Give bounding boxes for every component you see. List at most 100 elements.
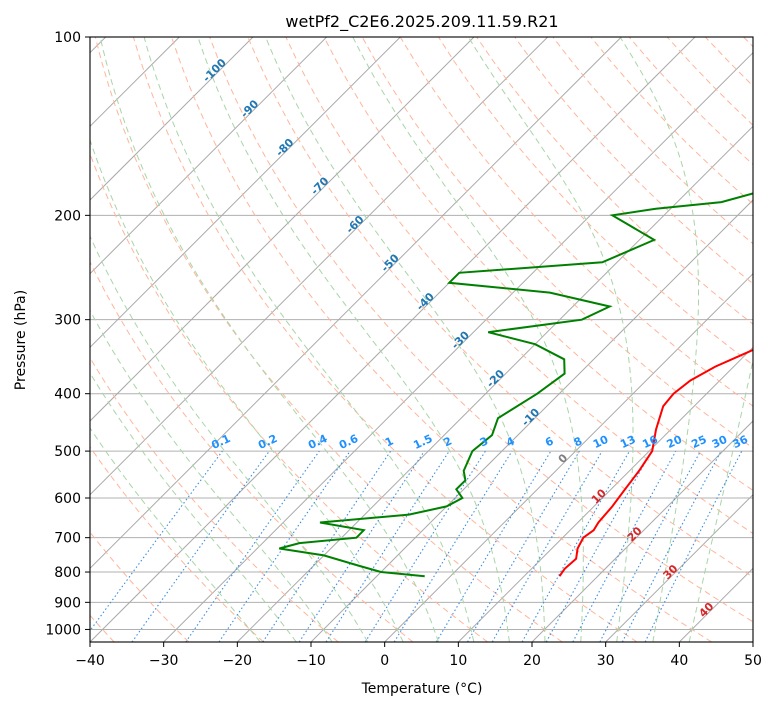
- isotherm-line: [236, 125, 753, 642]
- profile-lines: [279, 192, 753, 578]
- isotherm-line: [531, 420, 753, 642]
- mixing-ratio-line: [644, 450, 743, 642]
- y-tick-label: 700: [54, 531, 81, 547]
- mixing-ratio-label: 0.1: [209, 432, 232, 452]
- moist-adiabat: [619, 37, 699, 642]
- moist-adiabat: [352, 37, 584, 642]
- moist-adiabat: [143, 37, 475, 642]
- isotherm-line: [90, 37, 254, 201]
- isotherm-label: -80: [273, 136, 296, 159]
- isotherm-label: -50: [379, 251, 402, 274]
- isotherm-line: [90, 37, 475, 422]
- isotherm-line: [90, 37, 696, 642]
- mixing-ratio-label: 10: [591, 433, 611, 451]
- dry-adiabat: [552, 37, 753, 245]
- mixing-ratio-label: 16: [640, 433, 660, 451]
- moist-adiabat: [99, 37, 439, 642]
- dry-adiabat: [666, 37, 753, 126]
- isotherm-line: [752, 641, 753, 642]
- y-tick-label: 600: [54, 491, 81, 507]
- isotherm-label: -90: [238, 97, 261, 120]
- isotherm-label: -60: [343, 213, 366, 236]
- isotherm-line: [384, 272, 753, 642]
- theta-e-label: 10: [589, 486, 609, 506]
- x-tick-label: 50: [744, 653, 762, 669]
- x-tick-label: 0: [380, 653, 389, 669]
- mixing-ratio-line: [185, 450, 320, 642]
- y-axis-label: Pressure (hPa): [13, 290, 29, 390]
- y-tick-label: 200: [54, 208, 81, 224]
- isotherm-label: -40: [414, 290, 437, 313]
- isotherm-line: [678, 567, 753, 642]
- mixing-ratio-label: 0.4: [306, 432, 329, 452]
- dry-adiabat: [90, 152, 488, 642]
- mixing-ratio-line: [364, 450, 486, 642]
- plot-frame: [89, 36, 754, 643]
- isotherm-line: [90, 37, 549, 496]
- x-tick-label: −20: [223, 653, 253, 669]
- mixing-ratio-line: [262, 450, 392, 642]
- y-tick-label: 500: [54, 444, 81, 460]
- mixing-ratio-label: 6: [543, 434, 556, 449]
- x-tick-label: −30: [149, 653, 179, 669]
- dry-adiabat: [247, 37, 753, 578]
- mixing-ratio-label: 1: [383, 434, 395, 449]
- dry-adiabat: [514, 37, 753, 285]
- y-tick-label: 1000: [45, 622, 81, 638]
- mixing-ratio-label: 2: [442, 434, 454, 449]
- dry-adiabat: [437, 37, 753, 366]
- mixing-ratio-label: 3: [478, 434, 490, 449]
- moist-adiabat: [90, 138, 404, 642]
- dry-adiabat: [90, 356, 339, 642]
- y-tick-label: 900: [54, 595, 81, 611]
- y-tick-label: 300: [54, 313, 81, 329]
- y-tick-label: 800: [54, 565, 81, 581]
- mixing-ratio-line: [131, 450, 270, 642]
- moist-adiabat: [197, 37, 510, 642]
- y-tick-label: 400: [54, 387, 81, 403]
- mixing-ratio-label: 25: [689, 433, 708, 451]
- dry-adiabat: [743, 37, 753, 48]
- moist-adiabat: [90, 427, 261, 642]
- y-axis: 100 200 300 400 500 600 700 800 900 1000: [45, 30, 90, 638]
- mixing-ratio-line: [325, 450, 450, 642]
- mixing-ratio-label: 30: [710, 433, 730, 451]
- dry-adiabat: [132, 37, 638, 642]
- isotherm-line: [457, 346, 753, 642]
- mixing-ratio-label: 13: [618, 433, 637, 451]
- isotherm-label: -20: [484, 367, 507, 390]
- dry-adiabat: [704, 37, 753, 87]
- isotherm-label: -70: [308, 174, 331, 197]
- isotherm-line: [90, 37, 401, 349]
- dry-adiabat: [171, 37, 712, 642]
- dry-adiabat: [285, 37, 753, 535]
- x-tick-label: −10: [296, 653, 326, 669]
- dewpoint-profile: [279, 192, 753, 578]
- dry-adiabat: [323, 37, 753, 491]
- mixing-ratio-label: 36: [731, 433, 751, 451]
- background-lines: [90, 37, 753, 642]
- dry-adiabat: [476, 37, 753, 325]
- mixing-ratio-label: 20: [665, 433, 685, 451]
- y-tick-label: 100: [54, 30, 81, 46]
- mixing-ratio-line: [393, 450, 513, 642]
- moist-adiabat: [467, 37, 634, 642]
- mixing-ratio-label: 8: [572, 434, 584, 449]
- isotherm-line: [310, 199, 753, 642]
- isotherm-line: [163, 51, 753, 642]
- moist-adiabat: [90, 309, 333, 642]
- x-tick-label: −40: [75, 653, 105, 669]
- dry-adiabat: [90, 260, 414, 642]
- moist-adiabat: [90, 235, 369, 642]
- moist-adiabat: [688, 358, 753, 642]
- mixing-ratio-line: [298, 450, 425, 642]
- x-tick-label: 10: [449, 653, 467, 669]
- isotherm-label: -10: [519, 405, 542, 428]
- x-axis-label: Temperature (°C): [361, 681, 483, 697]
- dry-adiabat: [590, 37, 753, 205]
- mixing-ratio-line: [572, 450, 677, 642]
- dry-adiabat: [209, 37, 753, 623]
- mixing-ratio-line: [435, 450, 552, 642]
- isotherm-line: [605, 493, 753, 642]
- x-tick-label: 40: [670, 653, 688, 669]
